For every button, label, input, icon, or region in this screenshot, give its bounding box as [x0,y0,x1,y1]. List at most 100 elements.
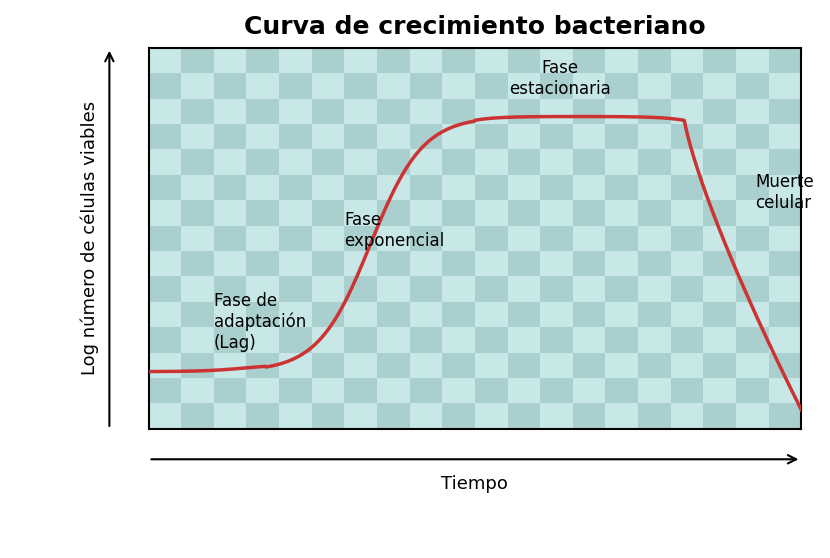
Bar [344,302,377,327]
Bar [247,99,279,124]
Bar [703,150,736,175]
Bar [605,99,638,124]
Bar [247,276,279,302]
Bar [638,378,671,403]
Bar [344,353,377,378]
Bar [312,378,344,403]
Bar [703,353,736,378]
Bar [475,327,508,353]
Bar [801,327,830,353]
Bar [312,403,344,429]
Bar [573,48,605,73]
Bar [475,73,508,99]
Bar [736,48,769,73]
Bar [377,302,410,327]
Bar [605,353,638,378]
Bar [801,251,830,276]
Bar [540,175,573,200]
Bar [475,251,508,276]
Bar [703,22,736,48]
Bar [410,378,442,403]
Bar [605,276,638,302]
Bar [540,150,573,175]
Bar [377,353,410,378]
Bar [540,403,573,429]
Bar [181,251,214,276]
Bar [605,124,638,150]
Bar [410,251,442,276]
Bar [410,22,442,48]
Bar [801,175,830,200]
Bar [638,403,671,429]
Bar [312,251,344,276]
Bar [769,200,801,225]
Bar [247,302,279,327]
Bar [410,48,442,73]
Bar [736,200,769,225]
Bar [377,150,410,175]
Bar [181,276,214,302]
Bar [475,22,508,48]
Bar [344,225,377,251]
Bar [214,353,247,378]
Bar [573,353,605,378]
Bar [312,22,344,48]
Bar [475,276,508,302]
Bar [312,302,344,327]
Bar [344,378,377,403]
Bar [377,99,410,124]
Bar [573,251,605,276]
Text: Fase
exponencial: Fase exponencial [344,211,445,250]
Bar [279,73,312,99]
Bar [573,276,605,302]
Bar [638,175,671,200]
Bar [247,22,279,48]
Bar [312,99,344,124]
Bar [605,150,638,175]
Bar [508,200,540,225]
Bar [475,48,508,73]
Bar [540,200,573,225]
Bar [442,200,475,225]
Bar [279,48,312,73]
Bar [508,251,540,276]
Bar [801,150,830,175]
Bar [344,150,377,175]
Bar [442,276,475,302]
Bar [736,327,769,353]
Bar [149,200,181,225]
Bar [508,124,540,150]
Bar [312,200,344,225]
Bar [703,124,736,150]
Bar [540,48,573,73]
Bar [769,378,801,403]
Bar [149,99,181,124]
Bar [247,225,279,251]
Bar [442,403,475,429]
Bar [344,200,377,225]
Bar [279,276,312,302]
Bar [671,124,703,150]
Bar [605,302,638,327]
Bar [181,150,214,175]
Bar [475,353,508,378]
Bar [312,175,344,200]
Bar [769,276,801,302]
Bar [605,327,638,353]
Bar [214,327,247,353]
Bar [247,353,279,378]
Bar [181,378,214,403]
Bar [671,276,703,302]
Bar [769,327,801,353]
Bar [475,378,508,403]
Title: Curva de crecimiento bacteriano: Curva de crecimiento bacteriano [244,15,706,39]
Bar [573,200,605,225]
Bar [377,251,410,276]
Bar [149,150,181,175]
Bar [605,225,638,251]
Bar [769,48,801,73]
Bar [801,378,830,403]
Bar [214,403,247,429]
Bar [671,73,703,99]
Bar [703,225,736,251]
